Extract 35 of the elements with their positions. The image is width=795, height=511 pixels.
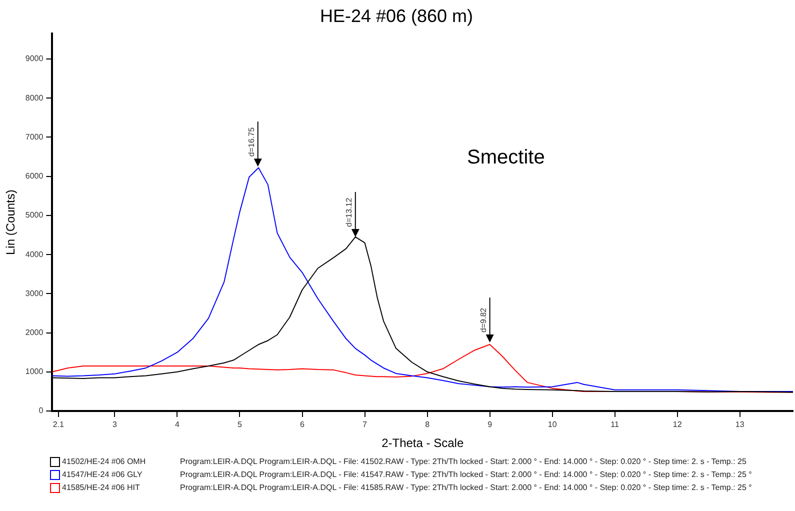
y-tick-label: 2000 [25, 328, 44, 337]
legend-label: 41547/HE-24 #06 GLY [62, 469, 144, 481]
x-tick-label: 3 [112, 420, 118, 430]
y-tick-label: 3000 [25, 288, 44, 298]
annotation: d=9.82 [479, 307, 488, 333]
y-tick-label: 0 [38, 406, 44, 416]
legend-label: 41502/HE-24 #06 OMH [62, 456, 147, 468]
text: Program:LEIR-A.DQL Program:LEIR-A.DQL - File: 41502.RAW - Type: 2Th/Th locked - Start: 2.000 ° - End: 14.000 ° - Step: 0.020 ° - Step time: 2. s - Temp.: 25 [180, 456, 746, 468]
y-tick-label: 1000 [25, 367, 44, 376]
y-tick-label: 5000 [25, 210, 44, 220]
y-tick-label: 8000 [25, 93, 44, 102]
text: Program:LEIR-A.DQL Program:LEIR-A.DQL - File: 41585.RAW - Type: 2Th/Th locked - Start: 2.000 ° - End: 14.000 ° - Step: 0.020 ° - Step time: 2. s - Temp.: 25 ° [180, 482, 752, 494]
y-tick-label: 9000 [25, 54, 44, 64]
y-tick-label: 7000 [25, 132, 44, 142]
x-tick-label: 11 [610, 420, 620, 430]
legend-label: 41585/HE-24 #06 HIT [62, 482, 141, 494]
annotation: d=13.12 [344, 197, 354, 227]
annotation: d=16.75 [247, 126, 256, 157]
x-tick-label: 6 [300, 420, 306, 430]
x-tick-label: 10 [548, 420, 558, 430]
x-tick-label: 9 [488, 420, 493, 430]
x-tick-label: 5 [238, 420, 243, 430]
x-tick-label: 2.1 [52, 420, 65, 430]
y-tick-label: 4000 [25, 250, 44, 259]
chart-title: HE-24 #06 (860 m) [320, 6, 474, 26]
text: Program:LEIR-A.DQL Program:LEIR-A.DQL - File: 41547.RAW - Type: 2Th/Th locked - Start: 2.000 ° - End: 14.000 ° - Step: 0.020 ° - Step time: 2. s - Temp.: 25 ° [180, 469, 752, 481]
x-tick-label: 8 [425, 420, 430, 430]
y-tick-label: 6000 [25, 172, 44, 181]
x-axis-title: 2-Theta - Scale [382, 436, 464, 450]
x-tick-label: 13 [735, 420, 745, 430]
x-tick-label: 4 [175, 420, 180, 430]
x-tick-label: 7 [362, 420, 368, 430]
annotation: Smectite [467, 146, 545, 169]
x-tick-label: 12 [672, 420, 682, 430]
y-axis-title: Lin (Counts) [4, 190, 18, 255]
